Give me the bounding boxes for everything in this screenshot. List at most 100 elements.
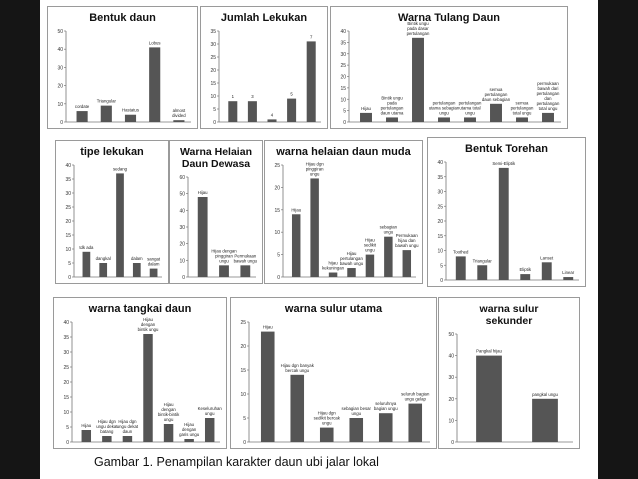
chart-title: tipe lekukan [80,146,144,158]
bar-label: 4 [271,112,274,117]
bar-label: Hijau [291,207,301,212]
y-tick-label: 30 [340,52,346,58]
bar-toothed [455,256,466,280]
y-tick-label: 20 [179,242,185,248]
y-tick-label: 15 [65,233,71,239]
y-tick-label: 25 [65,205,71,211]
y-tick-label: 40 [65,163,71,169]
y-tick-label: 5 [213,107,216,113]
bar-label: Bintik ungu pada pertulangan daun utama [381,95,404,115]
y-tick-label: 15 [340,86,346,92]
chart-svg-warna-tangkai-daun: warna tangkai daun 0 5 10 15 20 25 30 35 40 Hijau H… [63,303,223,446]
y-tick-label: 10 [63,410,69,416]
chart-panel-bentuk-daun: Bentuk daun 0 10 20 30 40 50 cordate Triangular H… [47,6,198,129]
bar-label: Hijau pertulangan bawah ungu [340,251,364,266]
bar-5 [287,98,297,122]
y-tick-label: 0 [277,275,280,281]
bar-label: Hijau dengan pinggiran ungu [211,248,237,263]
bar-hijau-kekuningan [328,272,338,277]
y-tick-label: 30 [448,375,454,381]
y-tick-label: 40 [179,208,185,214]
bar-keseluruhan-ungu [204,418,215,442]
bar-label: 3 [251,94,254,99]
bar-almost-divided [173,120,185,122]
bar-sebagian-ungu [384,236,393,277]
y-tick-label: 25 [210,55,216,61]
bar-label: Hijau dgn ungu dekat daun [117,419,139,434]
bar-label: 5 [290,92,293,97]
y-tick-label: 10 [274,230,280,236]
bar-label: almost divided [172,108,186,118]
bar-label: Hijau dgn sedikit bercak ungu [314,411,341,426]
bar-linear [563,277,574,280]
bar-label: Triangular [473,258,493,263]
y-tick-label: 25 [240,320,246,326]
bar-label: sebagian besar ungu [342,406,372,416]
y-tick-label: 40 [57,47,63,53]
left-border [0,0,40,479]
y-tick-label: 40 [448,354,454,360]
chart-title: warna sulur utama [284,303,383,315]
y-tick-label: 20 [437,219,443,225]
y-tick-label: 35 [340,40,346,46]
y-tick-label: 50 [57,29,63,35]
y-tick-label: 15 [63,395,69,401]
bar-dalam [116,173,124,277]
bar-label: Permukaan bawah ungu [234,253,258,263]
y-tick-label: 20 [57,84,63,90]
y-tick-label: 5 [343,109,346,115]
y-tick-label: 0 [66,440,69,446]
bar-hijau [197,197,208,277]
chart-svg-warna-sulur-sekunder: warna sulur sekunder 0 10 20 30 40 50 Pangkal hi… [448,303,573,446]
bar-bintik-ungu-pada-dasar-pertulangan [412,37,424,123]
bar-hijau-dgn-pinggiran-ungu [310,178,319,277]
bar-triangular [100,105,112,122]
y-tick-label: 15 [437,234,443,240]
y-tick-label: 40 [63,320,69,326]
chart-panel-warna-sulur-utama: warna sulur utama 0 5 10 15 20 25 Hijau Hijau dg… [230,297,437,449]
bar-label: Triangular [97,99,117,104]
bar-label: seluruh bagian ungu gelap [401,392,430,402]
chart-title: warna tangkai daun [88,303,192,315]
bar-label: pertulangan utama total ungu [459,100,482,115]
bar-eliptik [520,274,531,280]
bar-item-4 [149,268,158,277]
bar-dangkal [99,263,108,277]
bar-label: Hijau dengan bintik ungu [138,317,159,332]
bar-sebagian-besar-ungu [349,418,364,442]
bar-permukaan-hijau-dan-bawah-ungu [402,250,412,277]
bar-pertulangan-utama-sebagian-ungu [438,117,450,122]
bar-hijau-sedikit-ungu [365,254,375,277]
bar-label: Eliptik [520,267,532,272]
bar-hastatus [124,114,137,122]
y-tick-label: 0 [182,275,185,281]
y-tick-label: 5 [68,261,71,267]
bar-label: semua pertulangan daun sebagian [482,87,511,102]
chart-svg-warna-sulur-utama: warna sulur utama 0 5 10 15 20 25 Hijau Hijau dg… [240,303,430,446]
bar-permukaan-bawah-ungu [240,265,251,277]
chart-title: Jumlah Lekukan [221,12,307,24]
y-tick-label: 10 [210,94,216,100]
bar-label: permukaan bawah dari pertulangan dan pertula… [537,81,560,111]
bar-hijau-dengan-pinggiran-ungu [219,265,229,277]
bar-hijau-pertulangan-bawah-ungu [347,268,356,277]
bar-label: dalam [131,256,143,261]
bar-label: sangat dalam [147,257,161,267]
y-tick-label: 0 [343,120,346,126]
bar-semua-pertulangan-total-ungu [516,117,528,122]
bar-hijau [291,214,301,277]
y-tick-label: 50 [179,192,185,198]
chart-panel-tipe-lekukan: tipe lekukan 0 5 10 15 20 25 30 35 40 tdk ada dangk… [55,140,169,284]
bar-7 [306,41,316,122]
chart-title: Warna Tulang Daun [398,12,500,24]
y-tick-label: 50 [448,332,454,338]
bar-label: Keseluruhan ungu [198,406,223,416]
y-tick-label: 20 [274,185,280,191]
chart-panel-warna-sulur-sekunder: warna sulur sekunder 0 10 20 30 40 50 Pangkal hi… [438,297,580,449]
y-tick-label: 5 [440,263,443,269]
bar-label: Hijau [198,190,208,195]
y-tick-label: 35 [210,29,216,35]
bar-pertulangan-utama-total-ungu [464,117,476,122]
bar-4 [267,119,277,122]
chart-title: Warna Helaian Daun Dewasa [180,146,252,170]
